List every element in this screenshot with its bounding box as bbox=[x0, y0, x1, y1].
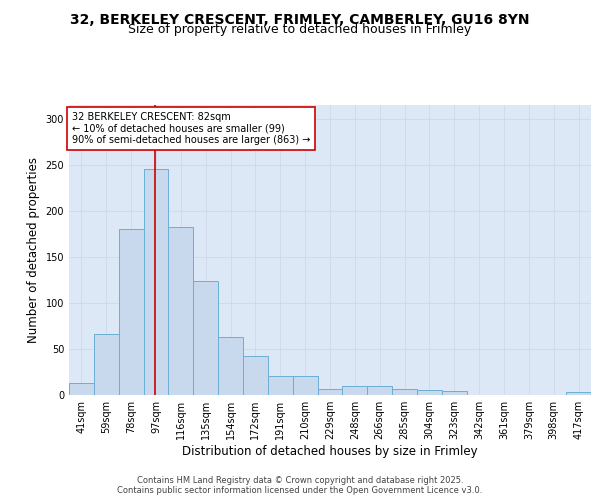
Bar bbox=[218, 337, 243, 395]
X-axis label: Distribution of detached houses by size in Frimley: Distribution of detached houses by size … bbox=[182, 445, 478, 458]
Bar bbox=[566, 392, 591, 395]
Bar bbox=[94, 334, 119, 395]
Y-axis label: Number of detached properties: Number of detached properties bbox=[27, 157, 40, 343]
Text: 32, BERKELEY CRESCENT, FRIMLEY, CAMBERLEY, GU16 8YN: 32, BERKELEY CRESCENT, FRIMLEY, CAMBERLE… bbox=[70, 12, 530, 26]
Bar bbox=[243, 356, 268, 395]
Bar bbox=[193, 281, 218, 395]
Bar bbox=[367, 386, 392, 395]
Bar bbox=[317, 388, 343, 395]
Text: Size of property relative to detached houses in Frimley: Size of property relative to detached ho… bbox=[128, 24, 472, 36]
Bar bbox=[169, 226, 193, 395]
Bar bbox=[442, 392, 467, 395]
Bar bbox=[119, 230, 143, 395]
Text: 32 BERKELEY CRESCENT: 82sqm
← 10% of detached houses are smaller (99)
90% of sem: 32 BERKELEY CRESCENT: 82sqm ← 10% of det… bbox=[71, 112, 310, 146]
Bar bbox=[392, 390, 417, 395]
Bar bbox=[293, 376, 317, 395]
Bar bbox=[343, 386, 367, 395]
Bar bbox=[417, 390, 442, 395]
Text: Contains HM Land Registry data © Crown copyright and database right 2025.
Contai: Contains HM Land Registry data © Crown c… bbox=[118, 476, 482, 495]
Bar bbox=[69, 383, 94, 395]
Bar bbox=[143, 170, 169, 395]
Bar bbox=[268, 376, 293, 395]
